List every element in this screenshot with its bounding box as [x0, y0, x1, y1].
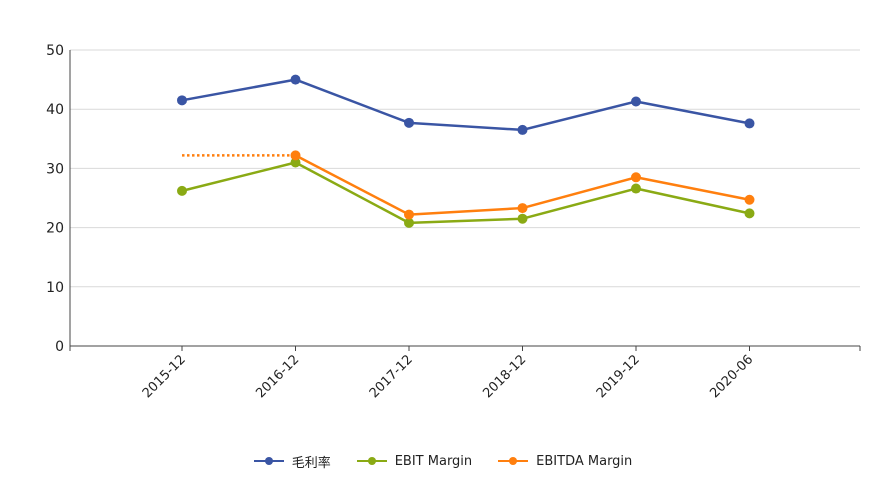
- data-point: [744, 194, 755, 205]
- x-tick-label: 2016-12: [253, 352, 302, 401]
- data-point: [290, 150, 301, 161]
- y-tick-label: 50: [46, 43, 64, 59]
- x-tick-label: 2020-06: [707, 352, 756, 401]
- series-ebitda-margin: [290, 150, 755, 220]
- data-point: [404, 117, 414, 128]
- legend-label: EBITDA Margin: [536, 453, 633, 469]
- y-tick-label: 40: [46, 102, 64, 118]
- data-point: [290, 74, 301, 85]
- legend: 毛利率 EBIT Margin EBITDA Margin: [0, 448, 886, 474]
- legend-swatch-icon: [253, 454, 284, 468]
- data-point: [517, 213, 528, 224]
- x-tick-label: 2017-12: [367, 352, 416, 401]
- x-axis-ticks: 2015-12 2016-12 2017-12 2018-12 2019-12 2020-…: [140, 346, 756, 401]
- y-axis-ticks: 0 10 20 30 40 50: [46, 43, 64, 355]
- data-point: [290, 157, 301, 168]
- series-gross-margin: [177, 74, 755, 135]
- data-point: [177, 95, 187, 106]
- y-tick-label: 20: [46, 221, 64, 237]
- data-point: [404, 209, 414, 220]
- data-point: [177, 185, 187, 196]
- axes: [69, 50, 861, 351]
- legend-item: 毛利率: [253, 452, 331, 471]
- y-tick-label: 10: [46, 280, 64, 296]
- data-point: [404, 217, 414, 228]
- legend-label: 毛利率: [291, 455, 331, 471]
- data-point: [744, 208, 755, 219]
- legend-swatch-dot: [509, 457, 518, 465]
- x-tick-label: 2019-12: [594, 352, 643, 401]
- x-tick-label: 2015-12: [140, 352, 189, 401]
- legend-label: EBIT Margin: [394, 453, 473, 469]
- x-tick-label: 2018-12: [480, 352, 529, 401]
- legend-swatch-dot: [367, 457, 376, 465]
- y-tick-label: 0: [55, 339, 64, 355]
- legend-item: EBIT Margin: [356, 453, 473, 469]
- line-chart: 0 10 20 30 40 50 2015-12 2016-12 2017-12 2018-12…: [46, 43, 861, 401]
- legend-swatch-dot: [264, 457, 273, 465]
- data-point: [517, 203, 528, 214]
- series-line: [181, 161, 750, 225]
- gridlines: [70, 49, 860, 288]
- data-point: [631, 172, 641, 183]
- series-group: [177, 74, 755, 228]
- data-point: [744, 118, 755, 129]
- data-point: [517, 124, 528, 135]
- series-line: [181, 78, 750, 132]
- legend-swatch-icon: [498, 454, 529, 468]
- data-point: [631, 96, 641, 107]
- y-tick-label: 30: [46, 161, 64, 177]
- data-point: [631, 183, 641, 194]
- legend-item: EBITDA Margin: [498, 454, 632, 469]
- legend-swatch-icon: [356, 454, 387, 468]
- series-ebit-margin: [177, 157, 755, 228]
